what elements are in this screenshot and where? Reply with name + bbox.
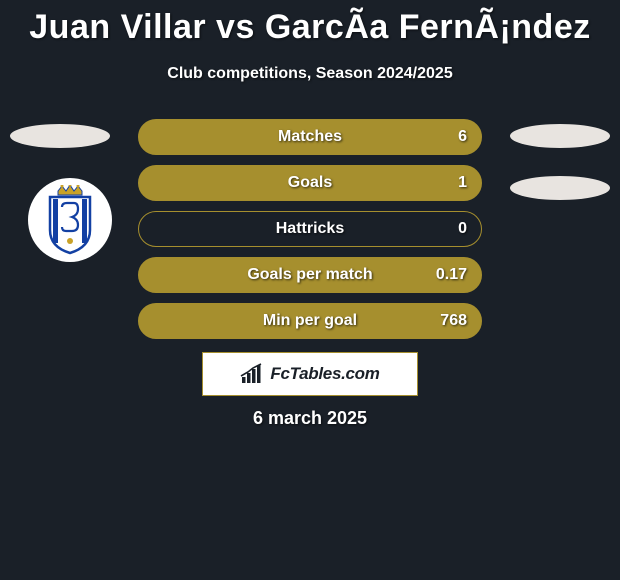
stat-row-goals: Goals 1 [138, 165, 482, 201]
stat-label: Goals per match [139, 266, 481, 284]
page-title: Juan Villar vs GarcÃ­a FernÃ¡ndez [0, 0, 620, 47]
bar-chart-icon [240, 363, 264, 385]
stat-label: Goals [139, 174, 481, 192]
stat-row-hattricks: Hattricks 0 [138, 211, 482, 247]
stats-block: Matches 6 Goals 1 Hattricks 0 Goals per … [138, 119, 482, 349]
fctables-logo[interactable]: FcTables.com [202, 352, 418, 396]
player-right-avatar-placeholder-2 [510, 176, 610, 200]
stat-label: Min per goal [139, 312, 481, 330]
logo-text-bold: Fc [270, 364, 289, 383]
stat-row-goals-per-match: Goals per match 0.17 [138, 257, 482, 293]
logo-text-rest: Tables.com [290, 364, 380, 383]
stat-label: Hattricks [139, 220, 481, 238]
stat-row-min-per-goal: Min per goal 768 [138, 303, 482, 339]
stat-value: 1 [458, 174, 467, 192]
subtitle: Club competitions, Season 2024/2025 [0, 65, 620, 83]
date-text: 6 march 2025 [0, 408, 620, 429]
stat-value: 768 [440, 312, 467, 330]
player-left-avatar-placeholder [10, 124, 110, 148]
stat-row-matches: Matches 6 [138, 119, 482, 155]
club-crest-left [28, 178, 112, 262]
page-root: Juan Villar vs GarcÃ­a FernÃ¡ndez Club c… [0, 0, 620, 580]
stat-value: 6 [458, 128, 467, 146]
player-right-avatar-placeholder-1 [510, 124, 610, 148]
crest-icon [40, 185, 100, 255]
stat-value: 0.17 [436, 266, 467, 284]
stat-label: Matches [139, 128, 481, 146]
logo-text: FcTables.com [270, 364, 379, 384]
stat-value: 0 [458, 220, 467, 238]
